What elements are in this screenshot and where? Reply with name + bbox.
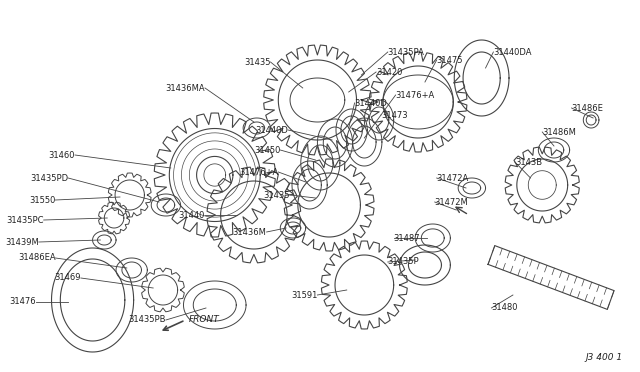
Text: 31480: 31480: [492, 304, 518, 312]
Text: 31435PB: 31435PB: [129, 315, 166, 324]
Text: 31591: 31591: [291, 291, 317, 299]
Text: 31450: 31450: [254, 145, 280, 154]
Text: 31435P: 31435P: [388, 257, 419, 266]
Text: J3 400 1: J3 400 1: [585, 353, 623, 362]
Text: 31435PA: 31435PA: [388, 48, 425, 57]
Text: 31460: 31460: [49, 151, 75, 160]
Text: 31435PD: 31435PD: [30, 173, 68, 183]
Text: 31486E: 31486E: [572, 103, 604, 112]
Text: 31435: 31435: [244, 58, 271, 67]
Text: 31476+A: 31476+A: [396, 90, 435, 99]
Text: 31436MA: 31436MA: [165, 83, 205, 93]
Text: 31487: 31487: [394, 234, 420, 243]
Text: 31473: 31473: [381, 110, 408, 119]
Text: 31435PC: 31435PC: [6, 215, 44, 224]
Text: 31440D: 31440D: [255, 125, 288, 135]
Text: FRONT: FRONT: [188, 314, 219, 324]
Text: 31440: 31440: [179, 211, 205, 219]
Text: 31486M: 31486M: [542, 128, 576, 137]
Text: 31436M: 31436M: [233, 228, 267, 237]
Text: 31420: 31420: [376, 67, 403, 77]
Text: 3143B: 3143B: [515, 157, 542, 167]
Text: 31472A: 31472A: [436, 173, 469, 183]
Text: 31469: 31469: [54, 273, 81, 282]
Text: 31439M: 31439M: [5, 237, 39, 247]
Text: 31440DA: 31440DA: [493, 48, 532, 57]
Text: 31440D: 31440D: [355, 99, 387, 108]
Text: 31550: 31550: [29, 196, 56, 205]
Text: 31435: 31435: [264, 190, 290, 199]
Text: 31476: 31476: [9, 298, 36, 307]
Text: 31486EA: 31486EA: [18, 253, 56, 263]
Text: 31476+A: 31476+A: [239, 167, 278, 176]
Text: 31472M: 31472M: [435, 198, 468, 206]
Text: 31475: 31475: [436, 55, 463, 64]
